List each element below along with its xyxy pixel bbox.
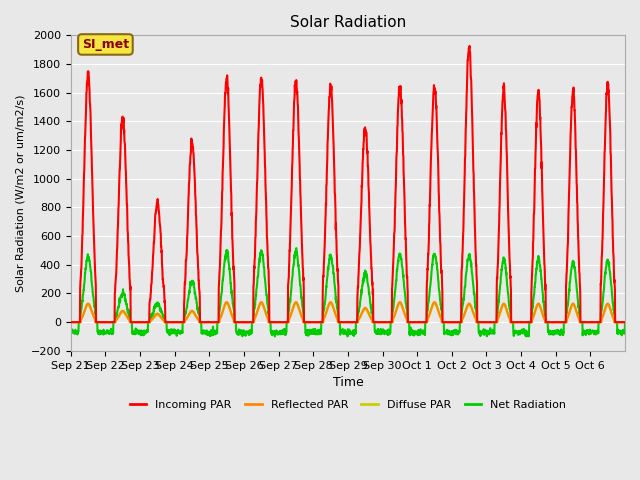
Incoming PAR	[381, 319, 389, 325]
Diffuse PAR	[621, 319, 629, 325]
Legend: Incoming PAR, Reflected PAR, Diffuse PAR, Net Radiation: Incoming PAR, Reflected PAR, Diffuse PAR…	[125, 396, 570, 415]
Diffuse PAR	[242, 319, 250, 325]
Diffuse PAR	[547, 319, 554, 325]
Diffuse PAR	[381, 319, 389, 325]
Line: Reflected PAR: Reflected PAR	[71, 302, 625, 322]
Net Radiation	[67, 326, 75, 332]
Reflected PAR	[614, 319, 621, 325]
Incoming PAR	[547, 319, 554, 325]
Diffuse PAR	[67, 319, 75, 325]
Incoming PAR	[614, 319, 621, 325]
Text: SI_met: SI_met	[82, 38, 129, 51]
Net Radiation	[515, 330, 523, 336]
X-axis label: Time: Time	[333, 376, 364, 389]
Line: Diffuse PAR: Diffuse PAR	[71, 303, 625, 322]
Incoming PAR	[122, 180, 130, 186]
Reflected PAR	[621, 319, 629, 325]
Diffuse PAR	[614, 319, 621, 325]
Net Radiation	[523, 334, 531, 339]
Title: Solar Radiation: Solar Radiation	[290, 15, 406, 30]
Net Radiation	[381, 329, 389, 335]
Incoming PAR	[621, 319, 629, 325]
Reflected PAR	[67, 319, 75, 325]
Net Radiation	[292, 245, 300, 251]
Incoming PAR	[515, 319, 523, 325]
Reflected PAR	[515, 319, 523, 325]
Diffuse PAR	[122, 313, 130, 319]
Reflected PAR	[122, 312, 130, 318]
Net Radiation	[122, 300, 130, 306]
Reflected PAR	[242, 319, 250, 325]
Net Radiation	[242, 330, 250, 336]
Diffuse PAR	[223, 300, 230, 306]
Reflected PAR	[223, 299, 230, 305]
Y-axis label: Solar Radiation (W/m2 or um/m2/s): Solar Radiation (W/m2 or um/m2/s)	[15, 95, 25, 292]
Net Radiation	[547, 329, 554, 335]
Diffuse PAR	[515, 319, 523, 325]
Net Radiation	[614, 331, 621, 337]
Line: Incoming PAR: Incoming PAR	[71, 46, 625, 322]
Reflected PAR	[547, 319, 554, 325]
Incoming PAR	[466, 43, 474, 49]
Reflected PAR	[381, 319, 389, 325]
Line: Net Radiation: Net Radiation	[71, 248, 625, 336]
Net Radiation	[621, 319, 629, 325]
Incoming PAR	[67, 319, 75, 325]
Incoming PAR	[242, 319, 250, 325]
